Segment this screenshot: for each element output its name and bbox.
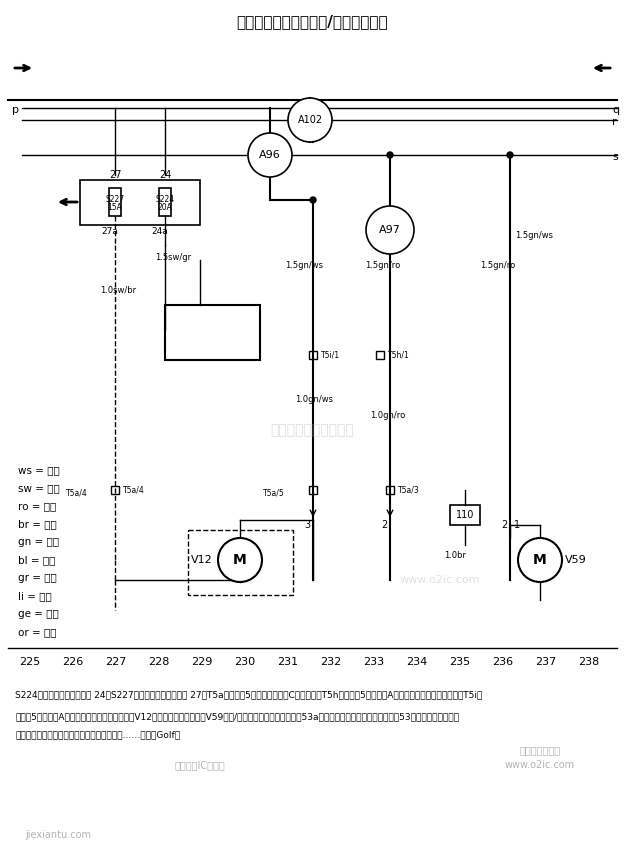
Text: 2: 2 [501,520,507,530]
Text: 全球最大IC采购网: 全球最大IC采购网 [174,760,226,770]
Text: 232: 232 [321,657,342,667]
Text: 15A: 15A [107,203,122,211]
Text: 1.0br: 1.0br [444,550,466,560]
Bar [80,180,200,225]
Text: bl = 蓝色: bl = 蓝色 [18,555,56,565]
Bar [376,351,384,359]
Circle shape [248,133,292,177]
Text: M: M [533,553,547,567]
Text: 228: 228 [148,657,170,667]
Text: 27a: 27a [101,227,119,237]
Text: 1.0gn/ws: 1.0gn/ws [295,395,333,405]
Text: A96: A96 [259,150,281,160]
Text: 1.5sw/gr: 1.5sw/gr [155,254,191,262]
Text: 24: 24 [159,170,171,180]
Text: V12: V12 [191,555,213,565]
Circle shape [387,152,393,158]
Text: T5a/4: T5a/4 [66,488,88,498]
Text: 226: 226 [62,657,84,667]
Text: 插头，5孔，左侧A柱在下部附近，缠在线束内　V12：后风窗雨刮器电机　V59－前/后风窗喷洗泵　⑲－连接（53a），在仪表板线束内　⑮－连接（53），在仪表板线: 插头，5孔，左侧A柱在下部附近，缠在线束内 V12：后风窗雨刮器电机 V59－前… [15,712,459,721]
Text: 236: 236 [492,657,514,667]
Text: q: q [612,105,619,115]
Text: p: p [12,105,19,115]
Bar [309,351,317,359]
Text: 后风窗雨刮器电机、前/后风窗喷洗泵: 后风窗雨刮器电机、前/后风窗喷洗泵 [236,14,388,30]
Text: T5i/1: T5i/1 [321,350,340,360]
Bar [165,305,260,360]
Text: r: r [612,117,617,127]
Text: T5h/1: T5h/1 [388,350,410,360]
Text: 24a: 24a [152,227,168,237]
Text: ge = 黄色: ge = 黄色 [18,609,59,619]
Text: www.o2ic.com: www.o2ic.com [400,575,480,585]
Text: li = 紫色: li = 紫色 [18,591,52,601]
Text: gn = 绿色: gn = 绿色 [18,537,59,547]
Bar [386,486,394,494]
Text: A97: A97 [379,225,401,235]
Text: 2: 2 [381,520,387,530]
Text: 杭州将睿科技有限公司: 杭州将睿科技有限公司 [270,423,354,437]
Circle shape [518,538,562,582]
Circle shape [218,538,262,582]
Text: 维库电子市场网: 维库电子市场网 [519,745,561,755]
Text: 231: 231 [278,657,299,667]
Text: T5a/4: T5a/4 [123,486,145,494]
Text: 27: 27 [109,170,121,180]
Text: ro = 红色: ro = 红色 [18,501,56,511]
Text: V59: V59 [565,555,587,565]
Text: 1.5gn/ro: 1.5gn/ro [480,261,515,269]
Bar [109,188,121,216]
Circle shape [310,197,316,203]
Text: A102: A102 [298,115,322,125]
Text: 235: 235 [449,657,471,667]
Text: 234: 234 [406,657,428,667]
Text: 229: 229 [191,657,213,667]
Text: ⑲－连接（大灯雨刮器），在仪表板线束内　……－仅指Golf车: ⑲－连接（大灯雨刮器），在仪表板线束内 ……－仅指Golf车 [15,730,180,739]
Text: T5a/3: T5a/3 [398,486,420,494]
Text: 1.5gn/ro: 1.5gn/ro [365,261,400,269]
Bar [188,530,293,595]
Text: 237: 237 [536,657,557,667]
Text: www.o2ic.com: www.o2ic.com [505,760,575,770]
Text: 1.0gn/ro: 1.0gn/ro [370,411,405,419]
Bar [111,486,119,494]
Text: 1.0sw/br: 1.0sw/br [100,285,136,295]
Text: 110: 110 [456,510,474,520]
Text: 1: 1 [514,520,520,530]
Text: gr = 灰色: gr = 灰色 [18,573,57,583]
Text: ws = 白色: ws = 白色 [18,465,60,475]
Text: S224－保险丝支架上保险丝 24　S227－保险丝支架上保险丝 27　T5a－插头，5孔，粉色，左侧C柱分线器　T5h－插头，5孔，左侧A柱在下部附近，缠在线: S224－保险丝支架上保险丝 24 S227－保险丝支架上保险丝 27 T5a－… [15,690,482,699]
Circle shape [288,98,332,142]
Text: 1.5gn/ws: 1.5gn/ws [285,261,323,269]
Text: br = 棕色: br = 棕色 [18,519,57,529]
Text: S224: S224 [156,194,174,204]
Text: s: s [612,152,618,162]
Text: M: M [233,553,247,567]
Text: 3: 3 [304,520,310,530]
Text: 20A: 20A [158,203,172,211]
Bar [309,486,317,494]
Text: 238: 238 [578,657,599,667]
Circle shape [366,206,414,254]
Text: T5a/5: T5a/5 [263,488,285,498]
Bar [159,188,171,216]
Bar [450,505,480,525]
Text: or = 橙色: or = 橙色 [18,627,56,637]
Text: 227: 227 [105,657,127,667]
Text: 1.5gn/ws: 1.5gn/ws [515,231,553,239]
Text: 233: 233 [364,657,384,667]
Text: 225: 225 [19,657,41,667]
Circle shape [507,152,513,158]
Text: sw = 黑色: sw = 黑色 [18,483,60,493]
Text: jiexiantu.com: jiexiantu.com [25,830,91,840]
Text: 230: 230 [234,657,256,667]
Text: S227: S227 [106,194,124,204]
